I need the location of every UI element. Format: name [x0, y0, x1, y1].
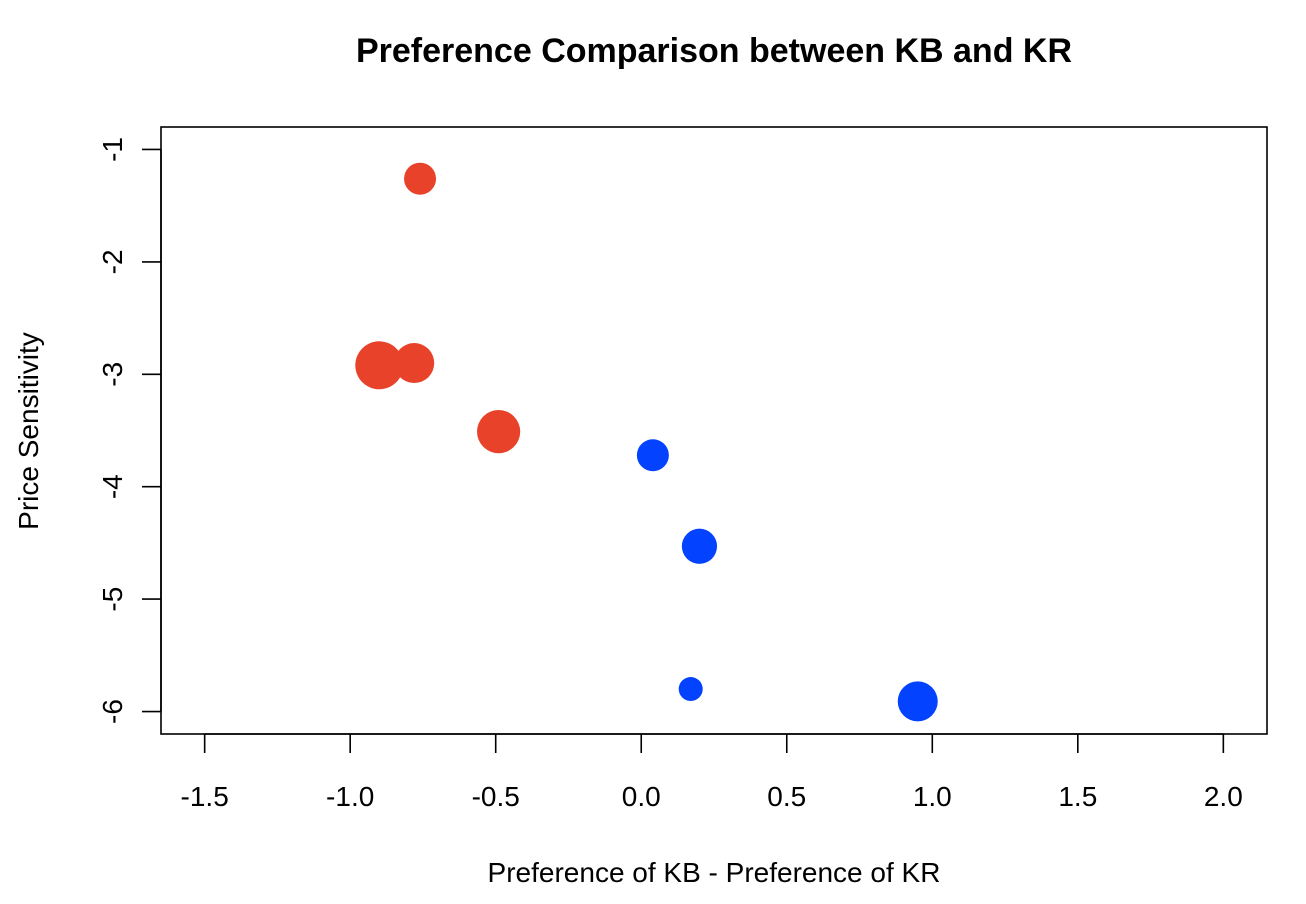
x-tick-label: 2.0: [1204, 781, 1243, 812]
data-points: [355, 162, 938, 722]
x-tick-label: -1.0: [326, 781, 374, 812]
plot-area-border: [160, 126, 1268, 735]
x-axis-title: Preference of KB - Preference of KR: [488, 857, 941, 888]
data-point: [897, 681, 938, 722]
x-tick-label: -0.5: [472, 781, 520, 812]
x-axis: -1.5 -1.0 -0.5 0.0 0.5 1.0 1.5 2.0: [181, 733, 1243, 812]
data-point: [394, 343, 435, 384]
chart-title: Preference Comparison between KB and KR: [356, 32, 1072, 70]
y-axis: -1 -2 -3 -4 -5 -6: [97, 137, 162, 724]
data-point: [678, 677, 703, 702]
y-tick-label: -3: [97, 362, 128, 387]
y-tick-label: -5: [97, 587, 128, 612]
y-tick-label: -6: [97, 699, 128, 724]
x-tick-label: 1.5: [1058, 781, 1097, 812]
data-point: [404, 162, 437, 195]
y-axis-title: Price Sensitivity: [13, 332, 44, 530]
x-tick-label: -1.5: [181, 781, 229, 812]
x-tick-label: 0.5: [767, 781, 806, 812]
data-point: [355, 341, 404, 390]
y-tick-label: -4: [97, 474, 128, 499]
y-tick-label: -2: [97, 249, 128, 274]
data-point: [636, 439, 669, 472]
x-tick-label: 1.0: [913, 781, 952, 812]
data-point: [477, 410, 521, 454]
data-point: [681, 528, 718, 564]
y-tick-label: -1: [97, 137, 128, 162]
x-tick-label: 0.0: [622, 781, 661, 812]
